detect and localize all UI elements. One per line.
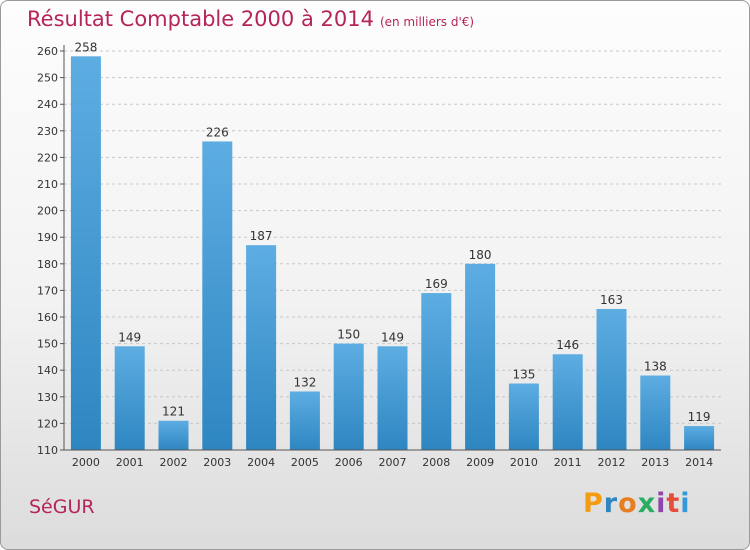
- logo-letter: o: [618, 488, 638, 519]
- chart-unit-note: (en milliers d'€): [379, 15, 475, 29]
- data-label: 149: [381, 330, 404, 344]
- bar-2009: [465, 263, 496, 450]
- y-tick-label: 170: [37, 284, 58, 297]
- x-tick-label: 2014: [685, 456, 713, 469]
- data-label: 119: [688, 410, 711, 424]
- data-label: 135: [512, 368, 535, 382]
- data-label: 149: [118, 330, 141, 344]
- y-tick-label: 200: [37, 205, 58, 218]
- y-tick-label: 150: [37, 338, 58, 351]
- bar-2002: [158, 420, 189, 450]
- logo-letter: x: [637, 488, 657, 519]
- town-name: SéGUR: [29, 496, 95, 518]
- x-tick-label: 2008: [422, 456, 450, 469]
- x-tick-label: 2002: [160, 456, 188, 469]
- x-tick-label: 2000: [72, 456, 100, 469]
- data-label: 146: [556, 338, 579, 352]
- y-tick-label: 120: [37, 417, 58, 430]
- chart-title: Résultat Comptable 2000 à 2014 (en millie…: [27, 7, 474, 31]
- bar-2011: [552, 354, 583, 450]
- bar-2000: [70, 56, 101, 450]
- data-label: 187: [250, 229, 273, 243]
- x-tick-label: 2006: [335, 456, 363, 469]
- data-label: 138: [644, 360, 667, 374]
- y-tick-label: 160: [37, 311, 58, 324]
- logo-letter: i: [680, 488, 691, 519]
- data-label: 163: [600, 293, 623, 307]
- bar-2014: [684, 426, 715, 450]
- bar-2003: [202, 141, 233, 450]
- y-tick-label: 180: [37, 258, 58, 271]
- x-tick-label: 2003: [203, 456, 231, 469]
- x-tick-label: 2010: [510, 456, 538, 469]
- y-tick-label: 250: [37, 72, 58, 85]
- logo-letter: i: [656, 488, 667, 519]
- x-tick-label: 2005: [291, 456, 319, 469]
- y-tick-label: 220: [37, 151, 58, 164]
- data-label: 121: [162, 405, 185, 419]
- y-tick-label: 110: [37, 444, 58, 457]
- x-tick-label: 2013: [641, 456, 669, 469]
- bar-2010: [508, 383, 539, 450]
- bar-2008: [421, 293, 452, 450]
- bar-2013: [640, 375, 671, 450]
- bar-2006: [333, 343, 364, 450]
- y-tick-label: 240: [37, 98, 58, 111]
- bar-2001: [114, 346, 145, 450]
- data-label: 169: [425, 277, 448, 291]
- chart-title-text: Résultat Comptable 2000 à 2014: [27, 7, 374, 31]
- bar-2007: [377, 346, 408, 450]
- x-tick-label: 2012: [598, 456, 626, 469]
- bar-2004: [246, 245, 277, 450]
- logo-letter: t: [666, 488, 681, 519]
- data-label: 150: [337, 328, 360, 342]
- y-tick-label: 190: [37, 231, 58, 244]
- y-tick-label: 230: [37, 125, 58, 138]
- x-tick-label: 2004: [247, 456, 275, 469]
- y-tick-label: 130: [37, 391, 58, 404]
- logo-letter: P: [583, 488, 604, 519]
- data-label: 258: [74, 40, 97, 54]
- logo-letter: r: [603, 488, 619, 519]
- x-tick-label: 2007: [379, 456, 407, 469]
- x-tick-label: 2001: [116, 456, 144, 469]
- bar-2012: [596, 309, 627, 450]
- y-tick-label: 210: [37, 178, 58, 191]
- data-label: 180: [469, 248, 492, 262]
- x-tick-label: 2009: [466, 456, 494, 469]
- data-label: 132: [293, 375, 316, 389]
- y-tick-label: 260: [37, 45, 58, 58]
- proxiti-logo: Proxiti: [583, 488, 691, 519]
- x-tick-label: 2011: [554, 456, 582, 469]
- data-label: 226: [206, 125, 229, 139]
- y-tick-label: 140: [37, 364, 58, 377]
- bar-2005: [289, 391, 320, 450]
